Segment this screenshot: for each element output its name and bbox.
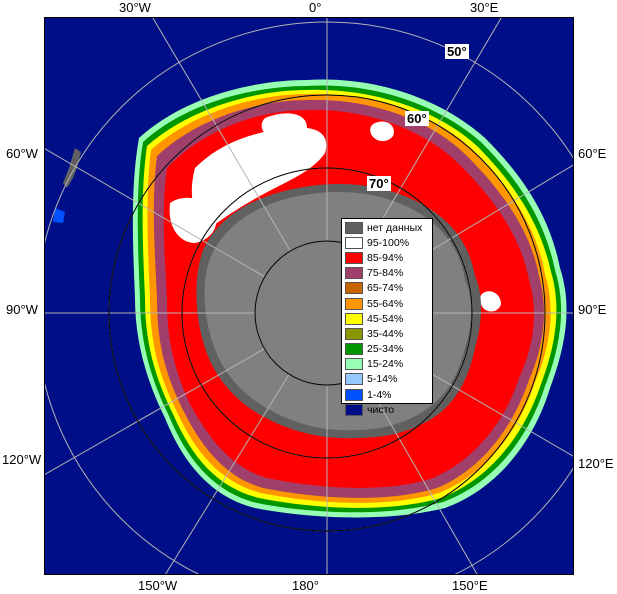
- lon-label-150w: 150°W: [138, 578, 178, 593]
- legend-swatch: [345, 373, 363, 386]
- legend-swatch: [345, 388, 363, 401]
- legend-item: 1-4%: [345, 387, 429, 402]
- legend-label: чисто: [367, 403, 395, 416]
- ice-patch-full-5: [480, 291, 501, 312]
- legend-item: чисто: [345, 402, 429, 417]
- legend-label: 75-84%: [367, 267, 404, 280]
- circle-70: [181, 167, 473, 459]
- legend-swatch: [345, 297, 363, 310]
- lon-label-60w: 60°W: [6, 146, 38, 161]
- legend-swatch: [345, 221, 363, 234]
- legend-swatch: [345, 403, 363, 416]
- legend-swatch: [345, 282, 363, 295]
- ice-concentration-map: [45, 18, 573, 574]
- lon-label-30e: 30°E: [470, 0, 499, 15]
- legend-swatch: [345, 358, 363, 371]
- lon-label-60e: 60°E: [578, 146, 607, 161]
- legend-swatch: [345, 251, 363, 264]
- ice-patch-full-2: [169, 197, 217, 243]
- legend-swatch: [345, 236, 363, 249]
- legend-item: 75-84%: [345, 266, 429, 281]
- legend-item: 15-24%: [345, 357, 429, 372]
- legend-item: 45-54%: [345, 311, 429, 326]
- legend-label: 25-34%: [367, 343, 404, 356]
- lon-label-90e: 90°E: [578, 302, 607, 317]
- lon-label-0: 0°: [309, 0, 322, 15]
- ice-patch-full-3: [261, 113, 307, 141]
- legend-label: 35-44%: [367, 327, 404, 340]
- lon-label-90w: 90°W: [6, 302, 38, 317]
- legend-swatch: [345, 343, 363, 356]
- legend-label: 95-100%: [367, 236, 410, 249]
- legend-label: 45-54%: [367, 312, 404, 325]
- legend-item: 95-100%: [345, 235, 429, 250]
- islands-dark-blue: [53, 208, 65, 223]
- lon-label-120w: 120°W: [2, 452, 42, 467]
- legend-item: 65-74%: [345, 281, 429, 296]
- legend-item: 35-44%: [345, 326, 429, 341]
- ice-patch-full-4: [370, 121, 394, 142]
- legend: нет данных 95-100% 85-94% 75-84% 65-74% 55-64…: [341, 218, 433, 416]
- ice-patch-full-1: [191, 127, 327, 228]
- legend-label: 65-74%: [367, 282, 404, 295]
- lon-label-30w: 30°W: [119, 0, 151, 15]
- legend-item: нет данных: [345, 220, 429, 235]
- lon-label-150e: 150°E: [452, 578, 488, 593]
- lat-label-50: 50°: [445, 44, 469, 59]
- legend-label: 5-14%: [367, 373, 398, 386]
- legend-label: 85-94%: [367, 251, 404, 264]
- peninsula-land: [63, 148, 81, 188]
- legend-label: 1-4%: [367, 388, 392, 401]
- legend-item: 55-64%: [345, 296, 429, 311]
- legend-swatch: [345, 312, 363, 325]
- lon-label-180: 180°: [292, 578, 319, 593]
- legend-label: 15-24%: [367, 358, 404, 371]
- legend-swatch: [345, 267, 363, 280]
- legend-item: 85-94%: [345, 250, 429, 265]
- lat-label-70: 70°: [367, 176, 391, 191]
- legend-label: нет данных: [367, 221, 423, 234]
- legend-item: 5-14%: [345, 372, 429, 387]
- legend-label: 55-64%: [367, 297, 404, 310]
- legend-swatch: [345, 327, 363, 340]
- lon-label-120e: 120°E: [578, 456, 614, 471]
- legend-item: 25-34%: [345, 342, 429, 357]
- polar-map: 50° 60° 70° нет данных 95-100% 85-94% 75-84…: [44, 17, 574, 575]
- circle-60: [108, 94, 546, 532]
- lat-label-60: 60°: [405, 111, 429, 126]
